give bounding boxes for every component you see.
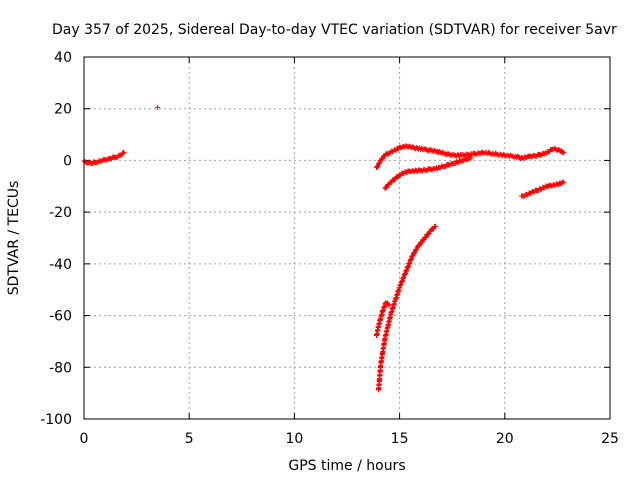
data-point-descending-arc-outer <box>432 223 438 229</box>
y-tick-label: -60 <box>49 309 72 325</box>
y-tick-label: -100 <box>40 412 72 428</box>
plot-frame <box>83 56 611 420</box>
data-point-upper-band <box>561 150 567 156</box>
x-tick-label: 5 <box>185 431 194 447</box>
y-tick-label: 0 <box>63 153 72 169</box>
grid-lines <box>84 57 610 419</box>
y-tick-label: -40 <box>49 257 72 273</box>
y-tick-label: 40 <box>54 50 72 66</box>
data-point-early-track <box>121 150 127 156</box>
data-point-middle-band <box>468 155 474 161</box>
data-point-descending-arc-inner <box>385 301 391 307</box>
x-tick-label: 20 <box>496 431 514 447</box>
y-tick-label: -80 <box>49 360 72 376</box>
x-tick-label: 10 <box>285 431 303 447</box>
data-point-descending-arc-inner <box>386 302 392 308</box>
y-axis-label: SDTVAR / TECUs <box>6 181 22 296</box>
data-point-outlier <box>155 104 161 111</box>
data-points <box>81 104 567 393</box>
y-tick-label: -20 <box>49 205 72 221</box>
tick-labels: 0 5 10 15 20 25 -100 -80 -60 -40 -20 0 20 40 <box>40 50 619 447</box>
chart-title: Day 357 of 2025, Sidereal Day-to-day VTE… <box>52 22 617 38</box>
data-point-lower-right <box>561 179 567 186</box>
y-tick-label: 20 <box>54 102 72 118</box>
x-tick-label: 0 <box>80 431 89 447</box>
x-axis-label: GPS time / hours <box>288 458 405 474</box>
x-tick-label: 25 <box>601 431 619 447</box>
x-tick-label: 15 <box>391 431 409 447</box>
